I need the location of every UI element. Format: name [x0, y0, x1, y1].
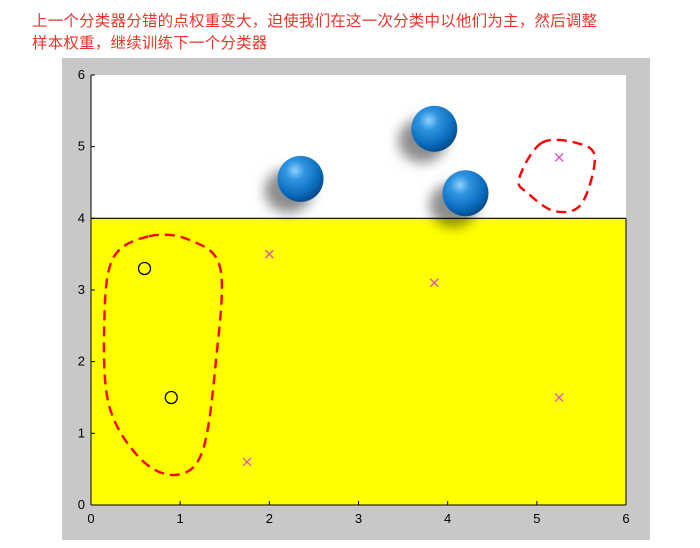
x-tick-label: 0 — [87, 511, 94, 526]
y-tick-label: 5 — [78, 139, 85, 154]
large-sphere-marker — [277, 155, 324, 202]
region-below-boundary — [91, 218, 626, 506]
large-sphere-marker — [442, 170, 489, 217]
circle-marker — [164, 390, 178, 405]
highlight-region-dashed — [102, 233, 224, 477]
cross-marker — [554, 152, 564, 162]
x-tick-label: 2 — [266, 511, 273, 526]
x-tick-label: 1 — [177, 511, 184, 526]
cross-marker — [264, 249, 274, 259]
y-tick-label: 3 — [78, 282, 85, 297]
cross-marker — [554, 393, 564, 402]
highlight-region-dashed — [517, 138, 596, 214]
caption-line-2: 样本权重，继续训练下一个分类器 — [32, 34, 268, 52]
x-tick-label: 6 — [622, 511, 629, 526]
y-tick-label: 0 — [78, 497, 85, 512]
caption-line-1: 上一个分类器分错的点权重变大，迫使我们在这一次分类中以他们为主，然后调整 — [32, 12, 598, 30]
x-tick-label: 5 — [533, 511, 540, 526]
caption-text: 上一个分类器分错的点权重变大，迫使我们在这一次分类中以他们为主，然后调整 样本权… — [32, 10, 692, 54]
y-tick-label: 4 — [78, 210, 85, 225]
large-sphere-marker — [411, 105, 458, 152]
y-tick-label: 6 — [78, 67, 85, 82]
cross-marker — [242, 457, 252, 467]
x-tick-label: 3 — [355, 511, 362, 526]
y-tick-label: 2 — [78, 354, 85, 369]
x-tick-label: 4 — [444, 511, 451, 526]
cross-marker — [429, 278, 439, 288]
y-tick-label: 1 — [78, 425, 85, 440]
region-above-boundary — [91, 75, 626, 219]
circle-marker — [137, 261, 152, 276]
